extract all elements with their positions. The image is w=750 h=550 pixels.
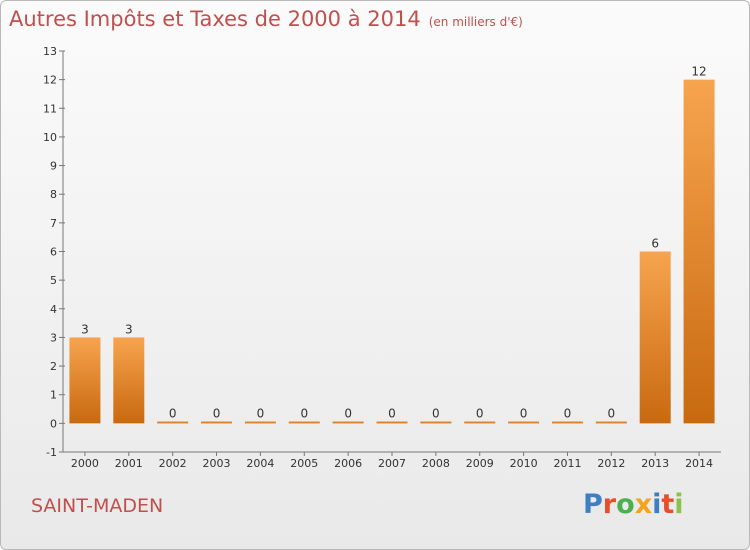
x-tick-label: 2005: [290, 457, 318, 470]
x-tick-label: 2011: [553, 457, 581, 470]
logo-letter: P: [583, 489, 603, 520]
y-tick-label: 11: [43, 102, 57, 115]
bar: [464, 421, 496, 424]
bar-value-label: 3: [81, 322, 89, 336]
bar: [332, 421, 364, 424]
logo-letter: i: [674, 489, 684, 520]
bar: [420, 421, 452, 424]
bar-value-label: 0: [608, 406, 616, 420]
bar-value-label: 12: [691, 65, 706, 79]
logo-letter: x: [634, 489, 653, 520]
bar: [201, 421, 233, 424]
y-tick-label: 4: [50, 303, 57, 316]
logo-letter: o: [616, 489, 635, 520]
bar: [244, 421, 276, 424]
bar: [639, 251, 671, 424]
y-tick-label: 0: [50, 417, 57, 430]
proxiti-logo[interactable]: Proxiti: [583, 489, 684, 520]
x-tick-label: 2012: [597, 457, 625, 470]
x-tick-label: 2008: [422, 457, 450, 470]
y-tick-label: 1: [50, 389, 57, 402]
bar-value-label: 0: [564, 406, 572, 420]
x-tick-label: 2002: [159, 457, 187, 470]
bar: [595, 421, 627, 424]
y-tick-label: 12: [43, 74, 57, 87]
bar-value-label: 0: [432, 406, 440, 420]
bar: [551, 421, 583, 424]
bar-value-label: 0: [300, 406, 308, 420]
x-tick-label: 2010: [510, 457, 538, 470]
y-tick-label: 5: [50, 274, 57, 287]
y-tick-label: 2: [50, 360, 57, 373]
bar-value-label: 0: [257, 406, 265, 420]
bar: [288, 421, 320, 424]
x-tick-label: 2001: [115, 457, 143, 470]
x-tick-label: 2000: [71, 457, 99, 470]
bar: [508, 421, 540, 424]
bar: [69, 337, 101, 424]
logo-letter: t: [661, 489, 675, 520]
bar-value-label: 3: [125, 322, 133, 336]
logo-letter: r: [602, 489, 617, 520]
bar: [113, 337, 145, 424]
x-tick-label: 2004: [246, 457, 274, 470]
y-tick-label: 8: [50, 188, 57, 201]
bar-value-label: 6: [651, 237, 659, 251]
bar-value-label: 0: [169, 406, 177, 420]
x-tick-label: 2006: [334, 457, 362, 470]
y-tick-label: 7: [50, 217, 57, 230]
bar-value-label: 0: [476, 406, 484, 420]
bar: [683, 79, 715, 424]
logo-letter: i: [652, 489, 662, 520]
commune-name: SAINT-MADEN: [31, 495, 164, 517]
y-tick-label: 9: [50, 160, 57, 173]
y-tick-label: 6: [50, 246, 57, 259]
x-tick-label: 2013: [641, 457, 669, 470]
bar-value-label: 0: [344, 406, 352, 420]
x-tick-label: 2014: [685, 457, 713, 470]
y-tick-label: 13: [43, 45, 57, 58]
x-tick-label: 2007: [378, 457, 406, 470]
x-tick-label: 2003: [203, 457, 231, 470]
y-tick-label: 10: [43, 131, 57, 144]
y-tick-label: 3: [50, 331, 57, 344]
chart-title: Autres Impôts et Taxes de 2000 à 2014 (en…: [9, 7, 523, 31]
chart-unit-note: (en milliers d'€): [428, 15, 523, 29]
y-tick-label: -1: [46, 446, 57, 459]
bar-value-label: 0: [520, 406, 528, 420]
bar: [376, 421, 408, 424]
bar-value-label: 0: [388, 406, 396, 420]
bar: [157, 421, 189, 424]
x-tick-label: 2009: [466, 457, 494, 470]
chart-title-text: Autres Impôts et Taxes de 2000 à 2014: [9, 7, 421, 31]
bar-value-label: 0: [213, 406, 221, 420]
